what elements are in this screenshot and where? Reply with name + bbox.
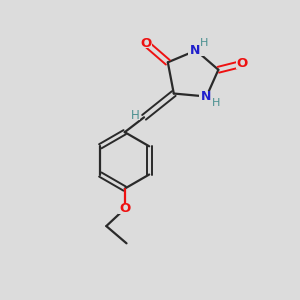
Text: H: H [212,98,220,108]
Text: O: O [236,57,248,70]
Text: N: N [190,44,201,57]
Text: O: O [119,202,130,215]
Text: O: O [140,37,151,50]
FancyBboxPatch shape [139,38,152,48]
FancyBboxPatch shape [200,40,209,48]
FancyBboxPatch shape [212,99,220,107]
FancyBboxPatch shape [118,203,131,214]
FancyBboxPatch shape [188,45,204,56]
Text: N: N [201,90,211,103]
FancyBboxPatch shape [199,91,214,102]
FancyBboxPatch shape [236,58,249,69]
FancyBboxPatch shape [131,111,140,120]
Text: H: H [200,38,208,48]
Text: H: H [131,109,140,122]
